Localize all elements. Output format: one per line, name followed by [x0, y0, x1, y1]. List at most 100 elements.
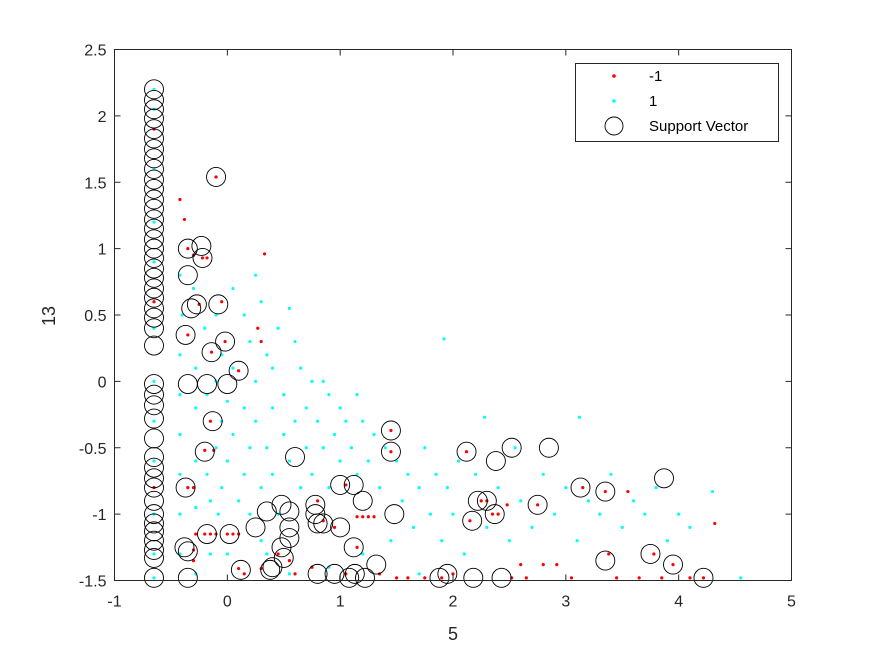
- support-vector-marker: [144, 374, 164, 394]
- legend-label: Support Vector: [649, 118, 748, 135]
- support-vector-marker: [366, 554, 387, 575]
- series-1-point: [242, 406, 246, 410]
- series-1-point: [203, 326, 207, 330]
- series-0-point: [372, 515, 376, 519]
- series-0-point: [178, 197, 182, 202]
- series-1-point: [178, 393, 182, 397]
- support-vector-marker: [144, 547, 164, 568]
- support-vector-marker: [313, 513, 334, 534]
- series-1-point: [178, 472, 182, 476]
- support-vector-marker: [271, 537, 292, 558]
- support-vector-marker: [663, 554, 683, 575]
- support-vector-marker: [186, 294, 207, 315]
- series-1-point: [445, 485, 449, 490]
- support-vector-marker: [144, 189, 164, 210]
- series-0-point: [581, 485, 585, 490]
- y-tick-label: 1: [98, 242, 107, 259]
- support-vector-marker: [144, 159, 164, 179]
- series-1-point: [178, 273, 182, 277]
- support-vector-marker: [384, 504, 405, 525]
- series-1-point: [400, 499, 404, 503]
- y-tick-label: 0: [98, 374, 107, 391]
- x-tick-label: 1: [336, 594, 345, 611]
- y-tick-label: -1: [92, 507, 106, 524]
- series-1-point: [270, 472, 275, 476]
- series-1-point: [304, 406, 308, 410]
- support-vector-marker: [206, 166, 227, 187]
- series-0-point: [332, 525, 337, 530]
- support-vector-marker: [279, 501, 300, 522]
- support-vector-marker: [144, 287, 164, 308]
- plot-area: [144, 79, 743, 588]
- series-0-point: [555, 562, 559, 567]
- support-vector-marker: [144, 318, 164, 339]
- series-1-point: [710, 489, 715, 494]
- support-vector-marker: [144, 384, 164, 405]
- series-0-point: [209, 350, 214, 354]
- series-1-point: [575, 539, 579, 543]
- series-1-point: [253, 379, 258, 383]
- series-1-point: [248, 446, 252, 450]
- series-1-point: [355, 472, 359, 476]
- series-1-point: [191, 286, 196, 291]
- support-vector-marker: [197, 524, 217, 544]
- series-1-point: [293, 339, 297, 344]
- series-1-point: [338, 406, 342, 410]
- support-vector-marker: [181, 298, 202, 319]
- legend: -1 1 Support Vector: [575, 63, 779, 142]
- series-1-point: [327, 485, 331, 490]
- series-1-point: [178, 353, 182, 357]
- support-vector-marker: [194, 441, 215, 462]
- series-1-point: [265, 353, 269, 357]
- support-vector-marker: [144, 428, 164, 449]
- series-0-point: [701, 576, 706, 580]
- series-0-point: [496, 512, 500, 516]
- support-vector-marker: [144, 278, 164, 299]
- series-0-point: [660, 576, 664, 580]
- series-1-point: [152, 576, 156, 580]
- series-0-point: [200, 256, 205, 260]
- support-vector-marker: [144, 148, 164, 169]
- series-1-point: [417, 485, 421, 490]
- series-0-point: [524, 576, 528, 580]
- support-vector-marker: [307, 563, 328, 584]
- series-0-point: [536, 503, 540, 507]
- series-0-point: [186, 247, 190, 251]
- support-vector-marker: [144, 298, 164, 319]
- series-0-point: [389, 428, 393, 433]
- y-tick-label: 1.5: [84, 175, 106, 192]
- series-0-point: [344, 483, 348, 487]
- series-1-point: [293, 419, 297, 423]
- series-0-point: [237, 369, 241, 373]
- series-1-point: [282, 393, 286, 397]
- series-1-point: [152, 260, 156, 264]
- series-1-point: [389, 539, 393, 543]
- support-vector-marker: [144, 335, 164, 356]
- support-vector-marker: [144, 513, 164, 534]
- series-1-point: [361, 552, 365, 556]
- support-vector-marker: [144, 468, 164, 489]
- series-0-point: [203, 532, 207, 536]
- series-1-point: [208, 552, 213, 556]
- x-tick-label: 5: [787, 594, 796, 611]
- series-0-point: [293, 572, 297, 576]
- series-1-point: [178, 432, 182, 437]
- series-1-point: [152, 379, 156, 383]
- support-vector-marker: [256, 501, 277, 522]
- series-0-point: [220, 300, 224, 304]
- x-tick-label: -1: [107, 594, 121, 611]
- support-vector-marker: [144, 178, 164, 199]
- y-tick-label: -0.5: [79, 441, 107, 458]
- x-tick-label: 2: [449, 594, 458, 611]
- series-1-point: [451, 512, 455, 516]
- series-1-point: [372, 432, 376, 437]
- series-0-point: [464, 450, 469, 454]
- support-vector-marker: [437, 563, 458, 584]
- legend-marker-series-0: [612, 74, 616, 78]
- series-0-point: [688, 576, 692, 580]
- support-vector-marker: [144, 490, 164, 511]
- series-0-point: [152, 300, 156, 304]
- support-vector-marker: [144, 169, 164, 190]
- series-0-point: [231, 532, 235, 536]
